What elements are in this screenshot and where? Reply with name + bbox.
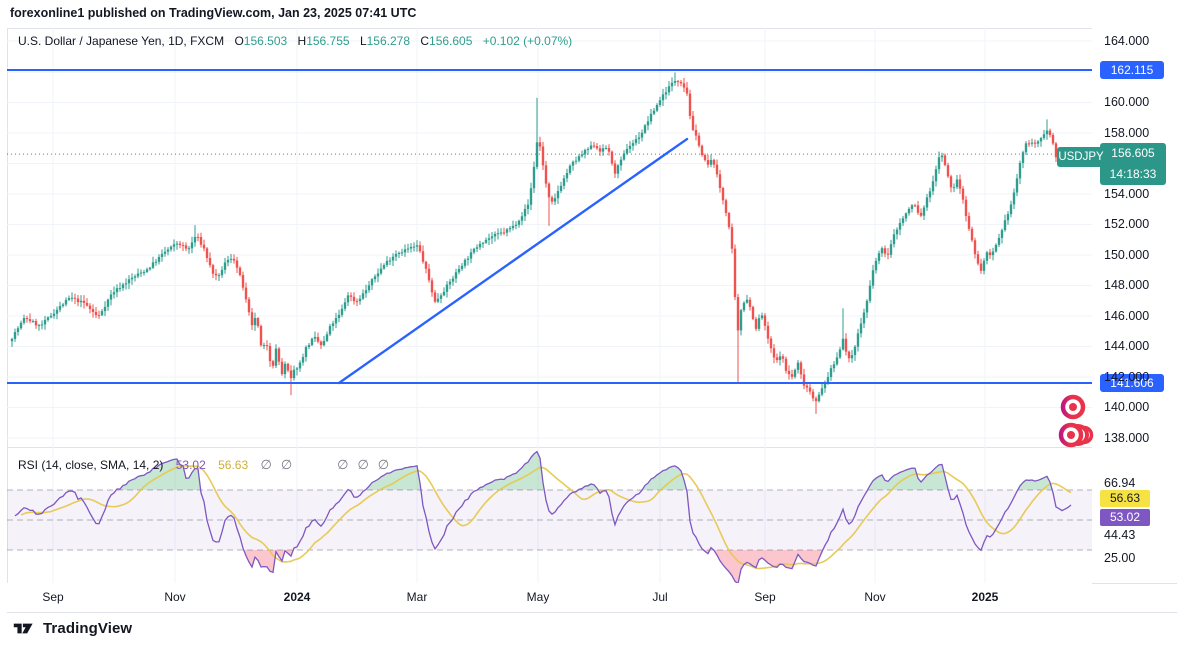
price-tick-label: 164.000 bbox=[1104, 34, 1150, 48]
price-axis[interactable]: 162.115 141.606 156.605 14:18:33 56.63 5… bbox=[1092, 28, 1177, 583]
rsi-title[interactable]: RSI (14, close, SMA, 14, 2) bbox=[18, 458, 164, 472]
rsi-legend: RSI (14, close, SMA, 14, 2) 53.02 56.63 … bbox=[18, 457, 389, 473]
ohlc-low-value: 156.278 bbox=[366, 34, 411, 48]
ohlc-open-label: O bbox=[234, 34, 244, 48]
frame-top-border bbox=[7, 28, 1177, 29]
price-tick-label: 150.000 bbox=[1104, 248, 1150, 262]
price-tick-label: 140.000 bbox=[1104, 400, 1150, 414]
branding[interactable]: TradingView bbox=[12, 620, 132, 637]
frame-bottom-border bbox=[7, 612, 1177, 613]
chart-legend: U.S. Dollar / Japanese Yen, 1D, FXCM O15… bbox=[18, 34, 572, 48]
frame-left-border bbox=[7, 28, 8, 612]
rsi-tick-label: 66.94 bbox=[1104, 476, 1136, 490]
price-tick-label: 138.000 bbox=[1104, 431, 1150, 445]
time-tick-label: Nov bbox=[164, 590, 186, 604]
rsi-sma-axis-badge: 56.63 bbox=[1100, 490, 1150, 507]
empty-set-symbol: ∅ bbox=[377, 457, 390, 472]
rsi-axis-badge: 53.02 bbox=[1100, 509, 1150, 526]
time-tick-label: 2024 bbox=[283, 590, 311, 604]
empty-set-symbol: ∅ bbox=[260, 457, 272, 472]
ohlc-low-label: L bbox=[359, 34, 367, 48]
published-line: forexonline1 published on TradingView.co… bbox=[10, 6, 417, 20]
time-tick-label: May bbox=[526, 590, 550, 604]
time-tick-label: Sep bbox=[42, 590, 64, 604]
price-tick-label: 160.000 bbox=[1104, 95, 1150, 109]
rsi-tick-label: 25.00 bbox=[1104, 551, 1136, 565]
rsi-sma-value: 56.63 bbox=[218, 458, 249, 472]
empty-set-symbol: ∅ bbox=[337, 457, 349, 472]
last-price-badge: 156.605 14:18:33 bbox=[1100, 143, 1166, 185]
rsi-canvas[interactable] bbox=[7, 447, 1092, 583]
red-target-icon[interactable] bbox=[1060, 394, 1086, 420]
rsi-value: 53.02 bbox=[175, 458, 206, 472]
price-tick-label: 146.000 bbox=[1104, 309, 1150, 323]
price-tick-label: 148.000 bbox=[1104, 278, 1150, 292]
rsi-tick-label: 44.43 bbox=[1104, 528, 1136, 542]
empty-set-symbol: ∅ bbox=[357, 457, 369, 472]
red-target-stack-icon[interactable] bbox=[1058, 422, 1094, 448]
ohlc-close-value: 156.605 bbox=[429, 34, 473, 48]
change-value: +0.102 (+0.07%) bbox=[482, 34, 573, 48]
price-level-badge-lower: 141.606 bbox=[1100, 374, 1164, 392]
empty-set-symbol: ∅ bbox=[280, 457, 293, 472]
symbol-price-tag: USDJPY bbox=[1057, 147, 1105, 167]
pane-separator[interactable] bbox=[7, 447, 1177, 448]
time-tick-label: Mar bbox=[406, 590, 428, 604]
price-level-badge-upper: 162.115 bbox=[1100, 61, 1164, 79]
time-tick-label: 2025 bbox=[971, 590, 999, 604]
price-tick-label: 154.000 bbox=[1104, 187, 1150, 201]
price-chart-canvas[interactable] bbox=[7, 28, 1092, 447]
last-price-value: 156.605 bbox=[1111, 146, 1155, 160]
symbol-title[interactable]: U.S. Dollar / Japanese Yen, 1D, FXCM bbox=[18, 34, 225, 48]
tradingview-logo-text: TradingView bbox=[43, 620, 133, 637]
time-axis[interactable]: Sep Nov 2024 Mar May Jul Sep Nov 2025 bbox=[7, 583, 1092, 612]
ohlc-close-label: C bbox=[420, 34, 430, 48]
ohlc-open-value: 156.503 bbox=[243, 34, 288, 48]
time-tick-label: Jul bbox=[652, 590, 668, 604]
bar-countdown: 14:18:33 bbox=[1109, 167, 1157, 181]
price-tick-label: 152.000 bbox=[1104, 217, 1150, 231]
price-tick-label: 158.000 bbox=[1104, 126, 1150, 140]
time-tick-label: Sep bbox=[754, 590, 776, 604]
tradingview-logo-icon bbox=[13, 623, 33, 634]
symbol-tag-label: USDJPY bbox=[1058, 151, 1104, 163]
ohlc-high-label: H bbox=[297, 34, 307, 48]
ohlc-high-value: 156.755 bbox=[306, 34, 350, 48]
price-tick-label: 144.000 bbox=[1104, 339, 1150, 353]
time-tick-label: Nov bbox=[864, 590, 886, 604]
price-tick-label: 142.000 bbox=[1104, 370, 1150, 384]
drawing-stickers[interactable] bbox=[1048, 392, 1103, 450]
